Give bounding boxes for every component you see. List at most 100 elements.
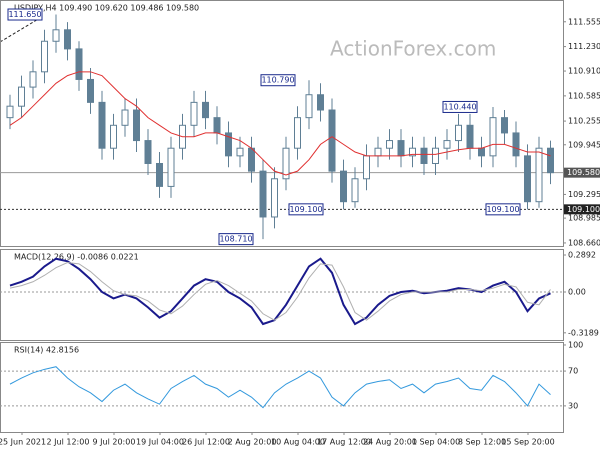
y-tick-label: 0.00	[568, 288, 586, 297]
price-label-box	[564, 204, 600, 215]
price-label: 109.100	[567, 205, 600, 214]
candle-body	[340, 170, 347, 203]
candle-body	[420, 147, 428, 164]
x-tick-label: 24 Aug 20:00	[363, 438, 417, 447]
panel-border	[0, 249, 564, 341]
price-label-box	[564, 167, 600, 178]
candle-body	[110, 124, 117, 149]
y-tick-label: 110.255	[568, 117, 600, 126]
candle-body	[466, 124, 474, 149]
x-tick-label: 1 Sep 04:00	[412, 438, 460, 447]
candle-body	[547, 147, 554, 174]
annotation: 111.650	[8, 10, 41, 19]
annotation: 110.440	[443, 102, 476, 111]
x-tick-label: 25 Jun 2021	[0, 438, 46, 447]
annotation: 109.100	[289, 205, 322, 214]
x-tick-label: 2 Aug 20:00	[228, 438, 277, 447]
candle-body	[535, 147, 543, 203]
candle-body	[294, 117, 301, 149]
y-tick-label: 70	[568, 367, 578, 376]
candle-body	[98, 101, 106, 149]
x-tick-label: 2 Jul 12:00	[47, 438, 90, 447]
candle-body	[41, 40, 48, 73]
panel-title: RSI(14) 42.8156	[14, 346, 79, 355]
candle-body	[351, 178, 359, 203]
candle-body	[409, 147, 416, 157]
candle-body	[87, 78, 94, 103]
annotation-box	[7, 8, 43, 21]
panel-title: MACD(12,26,9) -0.0086 0.0221	[14, 253, 139, 262]
candle-body	[248, 147, 255, 172]
y-tick-label: 100	[568, 340, 583, 349]
x-tick-label: 19 Jul 04:00	[136, 438, 184, 447]
panel-border	[0, 0, 564, 247]
candle-body	[144, 140, 152, 164]
annotation-box	[442, 100, 478, 113]
x-tick-label: 17 Aug 12:00	[317, 438, 371, 447]
candle-body	[363, 155, 370, 180]
y-tick-label: 111.230	[568, 42, 600, 51]
candle-body	[305, 94, 313, 119]
y-tick-label: 111.555	[568, 17, 600, 26]
candle-body	[156, 162, 163, 187]
candle-body	[18, 86, 25, 107]
x-tick-label: 9 Jul 20:00	[93, 438, 136, 447]
candle-body	[236, 147, 244, 157]
indicator-line	[9, 366, 551, 409]
annotation: 109.100	[486, 205, 519, 214]
candle-body	[271, 178, 278, 218]
annotation: 108.710	[219, 235, 252, 244]
candle-body	[478, 147, 485, 157]
candle-body	[443, 140, 451, 149]
moving-average	[9, 71, 551, 176]
y-tick-label: 108.985	[568, 214, 600, 223]
candle-body	[167, 147, 175, 187]
candle-body	[133, 109, 140, 142]
indicator-line	[9, 262, 551, 321]
candle-body	[282, 147, 290, 180]
candle-body	[524, 155, 531, 203]
annotation-box	[260, 74, 296, 87]
trend-line	[0, 17, 41, 43]
annotation-box	[485, 203, 521, 216]
panel-title: USDJPY,H4 109.490 109.620 109.486 109.58…	[14, 4, 199, 13]
panel-border	[0, 342, 564, 433]
candle-body	[386, 140, 393, 149]
indicator-line	[9, 257, 551, 326]
candle-body	[259, 170, 267, 218]
y-tick-label: -0.3189	[568, 328, 599, 337]
candle-body	[489, 117, 497, 157]
candle-body	[455, 124, 462, 142]
candle-body	[202, 101, 209, 119]
candle-body	[6, 105, 14, 119]
y-tick-label: 108.660	[568, 238, 600, 247]
candle-body	[432, 147, 439, 164]
candle-body	[213, 117, 221, 134]
y-tick-label: 0.2892	[568, 250, 596, 259]
candle-body	[374, 147, 382, 157]
price-label: 109.580	[567, 168, 600, 177]
watermark: ActionForex.com	[330, 37, 496, 61]
y-tick-label: 110.585	[568, 91, 600, 100]
candle-body	[52, 29, 60, 42]
candle-body	[512, 132, 520, 157]
y-tick-label: 110.910	[568, 67, 600, 76]
candle-body	[29, 71, 37, 88]
y-tick-label: 30	[568, 401, 578, 410]
candle-body	[121, 109, 129, 126]
annotation-box	[218, 233, 254, 246]
annotation-box	[288, 203, 324, 216]
x-tick-label: 26 Jul 12:00	[182, 438, 230, 447]
candle-body	[501, 117, 508, 134]
x-tick-label: 15 Sep 20:00	[501, 438, 554, 447]
candle-body	[225, 132, 232, 157]
y-tick-label: 109.945	[568, 140, 600, 149]
annotation: 110.790	[261, 76, 294, 85]
x-tick-label: 8 Sep 12:00	[458, 438, 506, 447]
candle-body	[328, 109, 336, 172]
candle-body	[190, 101, 198, 126]
candle-body	[75, 48, 83, 80]
y-tick-label: 109.295	[568, 190, 600, 199]
